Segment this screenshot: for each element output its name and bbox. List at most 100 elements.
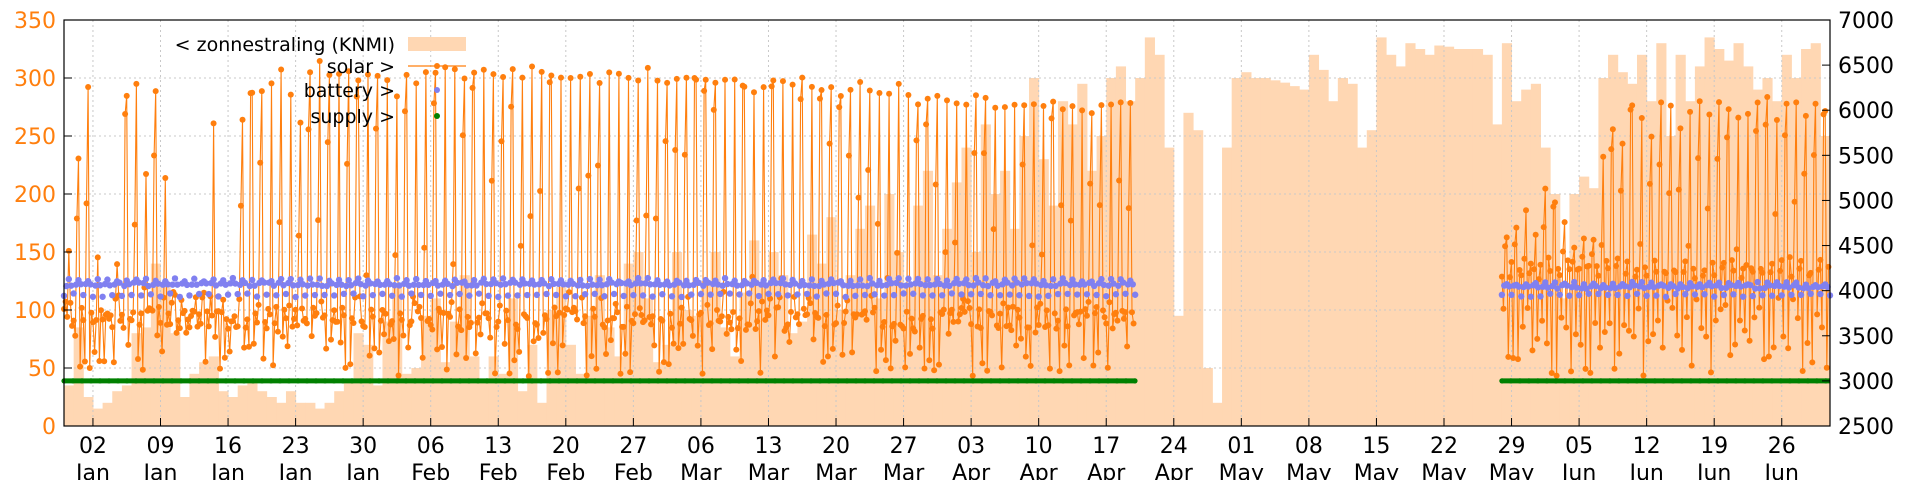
battery-point xyxy=(808,276,816,283)
supply-point xyxy=(1508,378,1514,384)
zonnestraling-bar xyxy=(121,385,133,426)
supply-point xyxy=(286,378,292,384)
battery-point xyxy=(99,293,106,300)
battery-point xyxy=(1824,283,1831,291)
solar-point xyxy=(376,349,383,356)
battery-point xyxy=(1650,284,1658,291)
solar-point xyxy=(1543,340,1550,347)
solar-point xyxy=(443,366,450,373)
solar-point xyxy=(463,354,470,361)
x-tick-month: Jun xyxy=(1695,461,1731,480)
solar-point xyxy=(1537,261,1544,268)
zonnestraling-bar xyxy=(469,356,480,426)
battery-point xyxy=(897,282,905,289)
solar-point xyxy=(287,91,294,98)
solar-point xyxy=(122,110,129,117)
solar-point xyxy=(808,83,815,90)
zonnestraling-bar xyxy=(565,344,576,426)
solar-point xyxy=(271,320,278,327)
right-tick-label: 4000 xyxy=(1838,280,1894,305)
battery-point xyxy=(359,293,367,300)
solar-point xyxy=(725,313,732,320)
battery-point xyxy=(121,282,128,290)
solar-point xyxy=(390,336,397,343)
solar-point xyxy=(1746,337,1753,344)
supply-point xyxy=(1562,378,1568,384)
solar-point xyxy=(556,309,563,316)
battery-point xyxy=(1131,291,1139,298)
battery-point xyxy=(1115,282,1122,289)
battery-point xyxy=(1718,284,1725,292)
zonnestraling-bar xyxy=(633,252,644,426)
solar-point xyxy=(591,313,598,320)
solar-point xyxy=(1540,224,1547,231)
solar-point xyxy=(249,89,256,96)
solar-point xyxy=(1569,258,1576,265)
solar-point xyxy=(530,338,537,345)
supply-point xyxy=(709,378,715,384)
solar-point xyxy=(501,340,508,347)
right-tick-label: 7000 xyxy=(1838,9,1894,34)
zonnestraling-bar xyxy=(662,344,673,426)
battery-point xyxy=(391,282,398,289)
solar-point xyxy=(342,364,349,371)
supply-point xyxy=(1589,378,1595,384)
solar-point xyxy=(1609,126,1616,133)
battery-point xyxy=(1752,285,1759,292)
battery-point xyxy=(1059,275,1067,282)
zonnestraling-bar xyxy=(382,321,393,426)
supply-point xyxy=(304,378,310,384)
solar-point xyxy=(1095,349,1102,356)
zonnestraling-bar xyxy=(1376,37,1387,427)
solar-point xyxy=(882,357,889,364)
solar-point xyxy=(1516,267,1523,274)
solar-point xyxy=(1621,322,1628,329)
solar-point xyxy=(1534,335,1541,342)
supply-point xyxy=(241,378,247,384)
battery-point xyxy=(174,281,181,288)
solar-point xyxy=(1508,259,1515,266)
solar-point xyxy=(1050,98,1057,105)
supply-point xyxy=(421,378,427,384)
solar-point xyxy=(1605,265,1612,272)
solar-point xyxy=(1687,108,1694,115)
battery-point xyxy=(524,291,531,299)
battery-point xyxy=(890,291,898,299)
solar-point xyxy=(1510,354,1517,361)
battery-point xyxy=(376,281,384,289)
solar-point xyxy=(64,313,71,320)
solar-point xyxy=(1716,99,1723,106)
solar-point xyxy=(1703,333,1710,340)
zonnestraling-bar xyxy=(1057,101,1069,426)
battery-point xyxy=(929,292,936,299)
solar-point xyxy=(1753,127,1760,134)
solar-point xyxy=(620,323,627,330)
supply-point xyxy=(1060,378,1066,384)
solar-point xyxy=(1595,272,1602,279)
solar-point xyxy=(488,177,495,184)
battery-point xyxy=(1641,284,1648,292)
solar-point xyxy=(421,244,428,251)
solar-point xyxy=(1719,264,1726,271)
solar-point xyxy=(722,76,729,83)
solar-point xyxy=(1638,115,1645,122)
solar-point xyxy=(368,306,375,313)
zonnestraling-bar xyxy=(652,362,663,426)
battery-point xyxy=(1008,282,1016,289)
solar-point xyxy=(623,303,630,310)
solar-point xyxy=(1038,251,1045,258)
zonnestraling-bar xyxy=(604,327,615,426)
solar-point xyxy=(508,103,515,110)
solar-point xyxy=(254,319,261,326)
battery-point xyxy=(637,280,644,287)
solar-point xyxy=(738,358,745,365)
battery-point xyxy=(388,292,396,299)
solar-point xyxy=(1728,257,1735,264)
supply-point xyxy=(853,378,859,384)
battery-point xyxy=(784,292,791,299)
solar-point xyxy=(895,80,902,87)
right-tick-label: 4500 xyxy=(1838,235,1894,260)
solar-point xyxy=(416,303,423,310)
battery-point xyxy=(647,281,654,288)
solar-point xyxy=(644,64,651,71)
